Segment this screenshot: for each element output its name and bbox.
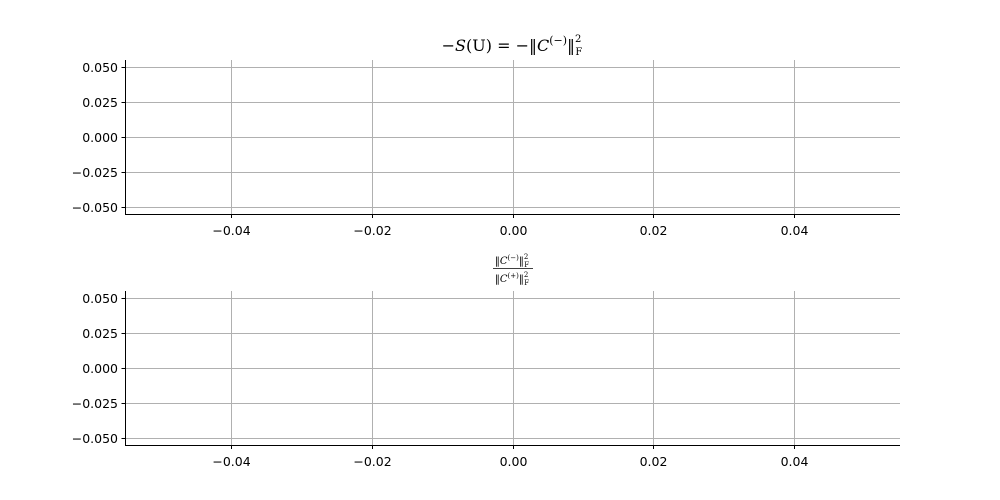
top-xtick-label: −0.02 [353,223,391,238]
top-xtick-label: 0.02 [640,223,668,238]
bottom-xtick-label: 0.00 [500,454,528,469]
bottom-ytick-label: 0.000 [82,361,118,376]
bottom-axes: −0.050 −0.025 0.000 0.025 0.050 −0.04 −0.02 0.0… [72,291,900,469]
bottom-title-denominator: ‖C(+)‖2 F [495,271,529,287]
top-ytick-label: 0.050 [82,60,118,75]
bottom-ytick-label: 0.050 [82,291,118,306]
bottom-xtick-label: 0.04 [781,454,809,469]
bottom-title-numerator: ‖C(−)‖2 F [495,253,529,269]
bottom-xtick-label: 0.02 [640,454,668,469]
top-chart-title: −S(U) = −‖C(−)‖2 F [442,34,583,58]
top-xtick-label: 0.00 [500,223,528,238]
top-ytick-label: 0.025 [82,95,118,110]
bottom-ytick-label: −0.025 [72,396,118,411]
bottom-ytick-label: −0.050 [72,431,118,446]
top-xtick-label: −0.04 [212,223,250,238]
bottom-xtick-label: −0.04 [212,454,250,469]
bottom-xtick-label: −0.02 [353,454,391,469]
top-ytick-label: −0.050 [72,200,118,215]
top-ytick-label: 0.000 [82,130,118,145]
bottom-chart-title: ‖C(−)‖2 F ‖C(+)‖2 F [493,253,533,287]
top-xtick-label: 0.04 [781,223,809,238]
top-axes: −0.050 −0.025 0.000 0.025 0.050 −0.04 −0.02 0.0… [72,60,900,238]
top-ytick-label: −0.025 [72,165,118,180]
bottom-ytick-label: 0.025 [82,326,118,341]
